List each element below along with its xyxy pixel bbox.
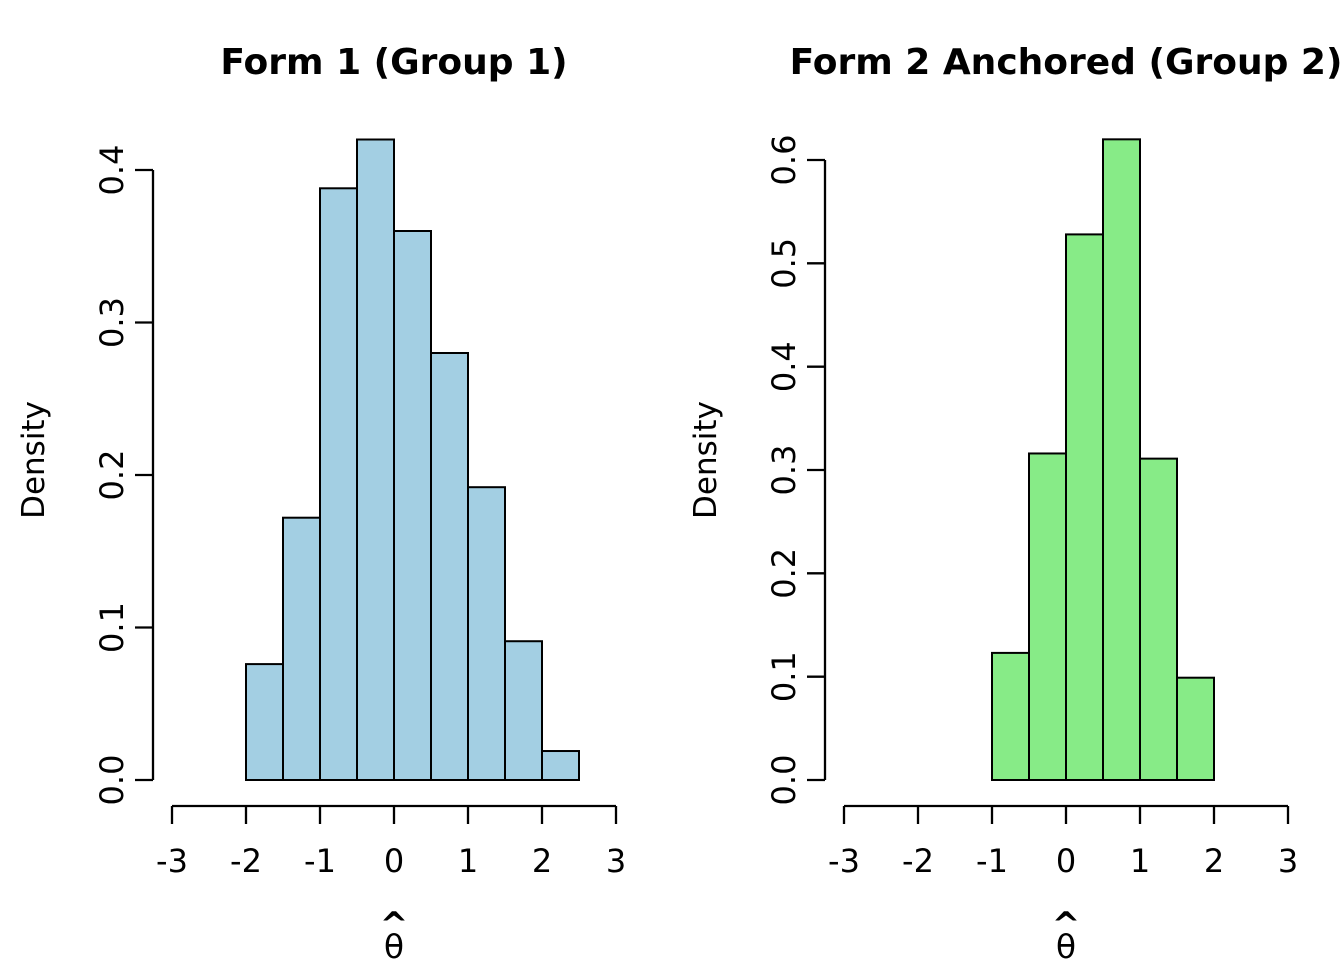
x-tick-label: 0 <box>384 842 404 880</box>
histogram-bar <box>1065 233 1104 782</box>
histogram-bar <box>504 640 543 781</box>
left-x-axis-label-hat-accent: ^ <box>380 905 409 945</box>
right-y-axis-label: Density <box>688 401 724 519</box>
histogram-panel: 0.0 0.1 0.2 0.3 0.4 -3 -2 -1 0 1 2 3 <box>93 138 626 880</box>
y-tick-label: 0.4 <box>765 341 803 392</box>
y-tick-label: 0.2 <box>93 450 131 501</box>
y-tick-label: 0.0 <box>765 755 803 806</box>
right-x-axis-label-theta: θ <box>1056 927 1076 960</box>
histogram-bar <box>356 138 395 781</box>
histogram-bar <box>467 486 506 781</box>
histogram-panel: 0.0 0.1 0.2 0.3 0.4 0.5 0.6 -3 -2 -1 0 1 2 3 <box>765 135 1298 880</box>
x-tick-label: 2 <box>532 842 552 880</box>
histogram-bar <box>1176 676 1215 781</box>
y-tick-label: 0.1 <box>93 602 131 653</box>
y-tick-label: 0.0 <box>93 755 131 806</box>
right-x-axis-label-hat-accent: ^ <box>1052 905 1081 945</box>
x-tick-label: 1 <box>1130 842 1150 880</box>
y-tick-label: 0.3 <box>93 297 131 348</box>
histogram-bar <box>1028 452 1067 781</box>
x-tick-label: -2 <box>230 842 262 880</box>
x-tick-label: -1 <box>304 842 336 880</box>
x-tick-label: -3 <box>156 842 188 880</box>
right-plot-title: Form 2 Anchored (Group 2) <box>790 42 1343 83</box>
histogram-bar <box>393 230 432 781</box>
x-tick-label: 3 <box>606 842 626 880</box>
histogram-bar <box>991 651 1030 781</box>
panels-group: 0.0 0.1 0.2 0.3 0.4 -3 -2 -1 0 1 2 3 0.0 0.1 0.2 0.3 0.4… <box>93 135 1298 880</box>
y-tick-label: 0.4 <box>93 145 131 196</box>
histogram-bar <box>319 187 358 782</box>
histogram-bar <box>541 750 580 782</box>
x-tick-label: 2 <box>1204 842 1224 880</box>
y-tick-label: 0.2 <box>765 548 803 599</box>
left-plot-title: Form 1 (Group 1) <box>220 42 567 83</box>
x-tick-label: 3 <box>1278 842 1298 880</box>
histogram-bar <box>282 516 321 781</box>
y-tick-label: 0.3 <box>765 445 803 496</box>
y-tick-label: 0.6 <box>765 135 803 186</box>
x-tick-label: -1 <box>976 842 1008 880</box>
histogram-bar <box>245 663 284 781</box>
x-tick-label: 1 <box>458 842 478 880</box>
x-tick-label: -3 <box>828 842 860 880</box>
y-tick-label: 0.5 <box>765 238 803 289</box>
histogram-bar <box>1139 457 1178 781</box>
histogram-bar <box>1102 138 1141 782</box>
y-tick-label: 0.1 <box>765 651 803 702</box>
histogram-bar <box>430 352 469 781</box>
x-tick-label: -2 <box>902 842 934 880</box>
x-tick-label: 0 <box>1056 842 1076 880</box>
left-x-axis-label-theta: θ <box>384 927 404 960</box>
left-y-axis-label: Density <box>16 401 52 519</box>
